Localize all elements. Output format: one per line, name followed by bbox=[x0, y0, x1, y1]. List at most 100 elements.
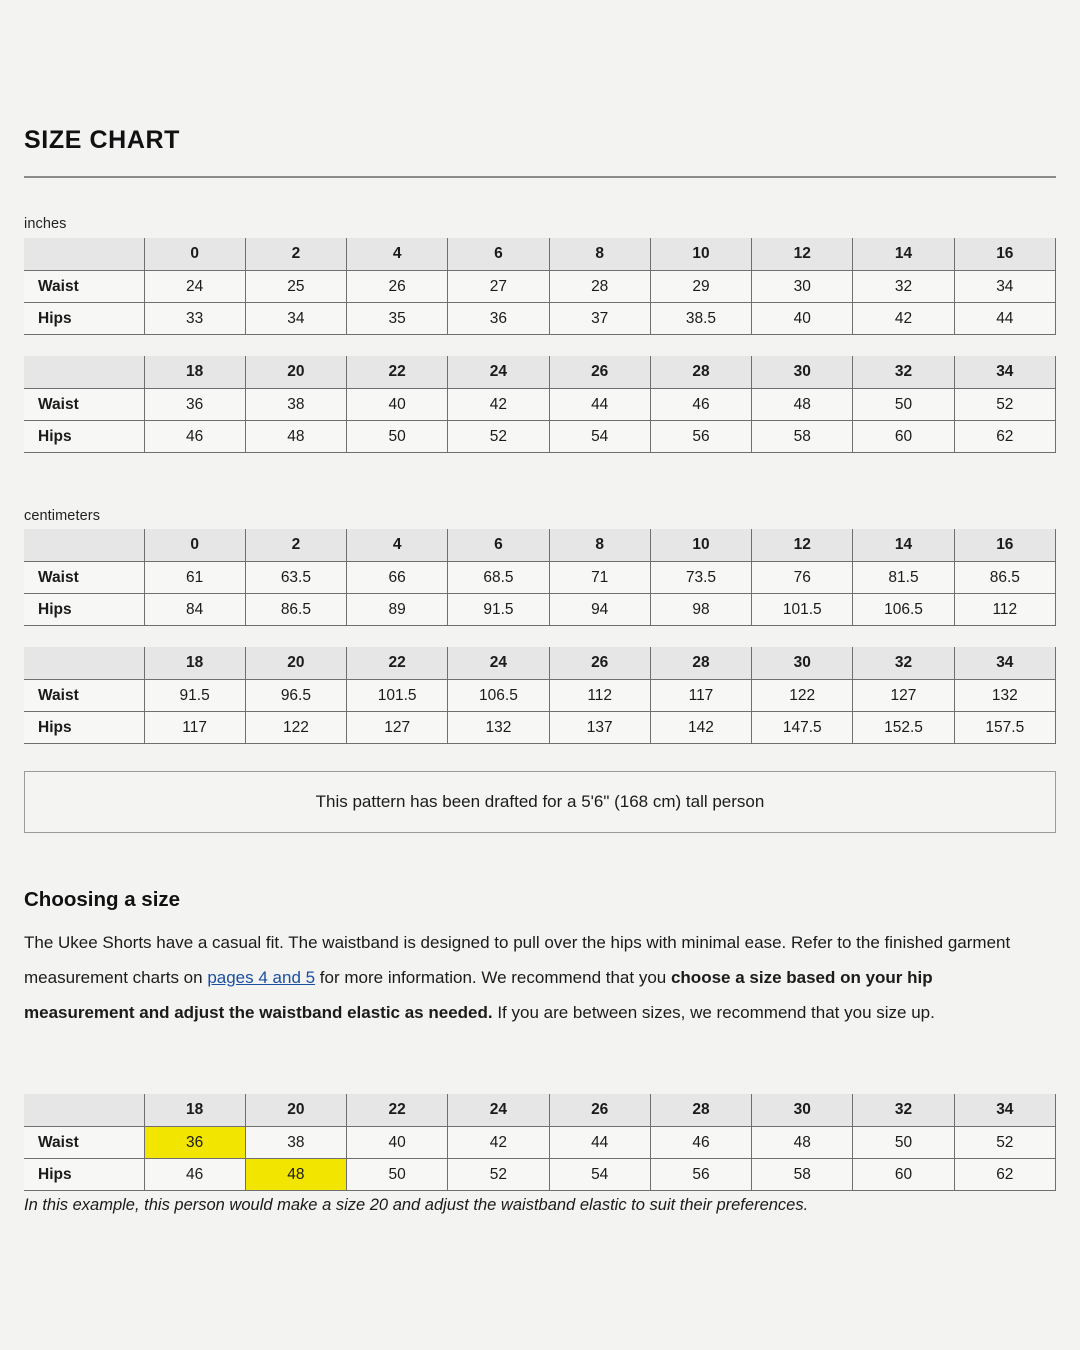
column-header-size: 14 bbox=[852, 238, 955, 271]
column-header-size: 32 bbox=[852, 1094, 955, 1127]
measurement-cell: 38 bbox=[244, 1126, 348, 1159]
column-header-size: 12 bbox=[751, 238, 854, 271]
measurement-cell: 101.5 bbox=[346, 679, 449, 712]
measurement-cell: 73.5 bbox=[649, 561, 753, 594]
measurement-cell: 122 bbox=[244, 711, 348, 744]
measurement-cell: 127 bbox=[852, 679, 955, 712]
measurement-cell: 61 bbox=[143, 561, 246, 594]
pages-4-and-5-link[interactable]: pages 4 and 5 bbox=[207, 968, 316, 987]
column-header-size: 24 bbox=[447, 647, 550, 680]
table-header-row: 0 2 4 6 8 10 12 14 16 bbox=[24, 238, 1057, 271]
column-header-size: 24 bbox=[447, 1094, 550, 1127]
row-label-waist: Waist bbox=[24, 388, 145, 421]
measurement-cell: 122 bbox=[751, 679, 854, 712]
table-row: Hips 46 48 50 52 54 56 58 60 62 bbox=[24, 420, 1057, 453]
measurement-cell: 91.5 bbox=[447, 593, 550, 626]
measurement-cell: 38.5 bbox=[649, 302, 753, 335]
measurement-cell: 27 bbox=[447, 270, 550, 303]
measurement-cell: 42 bbox=[447, 388, 550, 421]
measurement-cell-highlighted: 48 bbox=[244, 1158, 348, 1191]
column-header-size: 6 bbox=[447, 529, 550, 562]
column-header-size: 28 bbox=[649, 356, 753, 389]
column-header-size: 22 bbox=[346, 647, 449, 680]
measurement-cell: 48 bbox=[244, 420, 348, 453]
measurement-cell: 52 bbox=[953, 1126, 1057, 1159]
measurement-cell: 132 bbox=[953, 679, 1057, 712]
measurement-cell: 106.5 bbox=[852, 593, 955, 626]
column-header-size: 22 bbox=[346, 1094, 449, 1127]
measurement-cell: 71 bbox=[548, 561, 651, 594]
column-header-size: 26 bbox=[548, 1094, 651, 1127]
measurement-cell: 56 bbox=[649, 420, 753, 453]
measurement-cell: 86.5 bbox=[953, 561, 1057, 594]
measurement-cell: 40 bbox=[346, 388, 449, 421]
row-label-waist: Waist bbox=[24, 679, 145, 712]
measurement-cell: 46 bbox=[649, 388, 753, 421]
measurement-cell: 68.5 bbox=[447, 561, 550, 594]
measurement-cell: 117 bbox=[649, 679, 753, 712]
row-label-hips: Hips bbox=[24, 1158, 145, 1191]
measurement-cell: 46 bbox=[143, 1158, 246, 1191]
column-header-size: 20 bbox=[244, 1094, 348, 1127]
column-header-size: 12 bbox=[751, 529, 854, 562]
table-header-row: 18 20 22 24 26 28 30 32 34 bbox=[24, 1094, 1057, 1127]
choosing-a-size-heading: Choosing a size bbox=[24, 888, 181, 911]
measurement-cell: 56 bbox=[649, 1158, 753, 1191]
table-row: Waist 36 38 40 42 44 46 48 50 52 bbox=[24, 1126, 1057, 1159]
column-header-size: 22 bbox=[346, 356, 449, 389]
measurement-cell: 52 bbox=[447, 1158, 550, 1191]
column-header-size: 18 bbox=[143, 647, 246, 680]
measurement-cell: 52 bbox=[953, 388, 1057, 421]
column-header-size: 28 bbox=[649, 1094, 753, 1127]
measurement-cell: 44 bbox=[953, 302, 1057, 335]
measurement-cell: 94 bbox=[548, 593, 651, 626]
table-corner-cell bbox=[24, 647, 145, 680]
measurement-cell: 60 bbox=[852, 420, 955, 453]
column-header-size: 24 bbox=[447, 356, 550, 389]
measurement-cell: 36 bbox=[143, 388, 246, 421]
column-header-size: 14 bbox=[852, 529, 955, 562]
table-row: Waist 61 63.5 66 68.5 71 73.5 76 81.5 86.5 bbox=[24, 561, 1057, 594]
measurement-cell: 54 bbox=[548, 420, 651, 453]
measurement-cell: 24 bbox=[143, 270, 246, 303]
measurement-cell: 66 bbox=[346, 561, 449, 594]
measurement-cell: 89 bbox=[346, 593, 449, 626]
column-header-size: 10 bbox=[649, 238, 753, 271]
column-header-size: 26 bbox=[548, 647, 651, 680]
paragraph-text-part-2: for more information. We recommend that … bbox=[315, 968, 671, 987]
measurement-cell: 152.5 bbox=[852, 711, 955, 744]
measurement-cell: 34 bbox=[953, 270, 1057, 303]
table-row: Waist 36 38 40 42 44 46 48 50 52 bbox=[24, 388, 1057, 421]
column-header-size: 8 bbox=[548, 529, 651, 562]
measurement-cell: 98 bbox=[649, 593, 753, 626]
measurement-cell-highlighted: 36 bbox=[143, 1126, 246, 1159]
column-header-size: 28 bbox=[649, 647, 753, 680]
column-header-size: 10 bbox=[649, 529, 753, 562]
measurement-cell: 60 bbox=[852, 1158, 955, 1191]
column-header-size: 4 bbox=[346, 238, 449, 271]
measurement-cell: 48 bbox=[751, 1126, 854, 1159]
column-header-size: 32 bbox=[852, 356, 955, 389]
measurement-cell: 137 bbox=[548, 711, 651, 744]
measurement-cell: 63.5 bbox=[244, 561, 348, 594]
table-row: Waist 91.5 96.5 101.5 106.5 112 117 122 127 132 bbox=[24, 679, 1057, 712]
table-corner-cell bbox=[24, 238, 145, 271]
size-table-example-highlighted: 18 20 22 24 26 28 30 32 34 Waist 36 38 40 42 44 46 48 50 5… bbox=[24, 1094, 1057, 1191]
measurement-cell: 40 bbox=[751, 302, 854, 335]
column-header-size: 20 bbox=[244, 356, 348, 389]
size-table-cm-0-16: 0 2 4 6 8 10 12 14 16 Waist 61 63.5 66 68.5 71 73.5 76 81… bbox=[24, 529, 1057, 626]
measurement-cell: 33 bbox=[143, 302, 246, 335]
row-label-hips: Hips bbox=[24, 420, 145, 453]
column-header-size: 0 bbox=[143, 238, 246, 271]
measurement-cell: 48 bbox=[751, 388, 854, 421]
row-label-waist: Waist bbox=[24, 561, 145, 594]
measurement-cell: 147.5 bbox=[751, 711, 854, 744]
table-corner-cell bbox=[24, 356, 145, 389]
unit-label-inches: inches bbox=[24, 216, 67, 232]
measurement-cell: 112 bbox=[953, 593, 1057, 626]
column-header-size: 32 bbox=[852, 647, 955, 680]
row-label-hips: Hips bbox=[24, 711, 145, 744]
column-header-size: 30 bbox=[751, 647, 854, 680]
measurement-cell: 46 bbox=[143, 420, 246, 453]
